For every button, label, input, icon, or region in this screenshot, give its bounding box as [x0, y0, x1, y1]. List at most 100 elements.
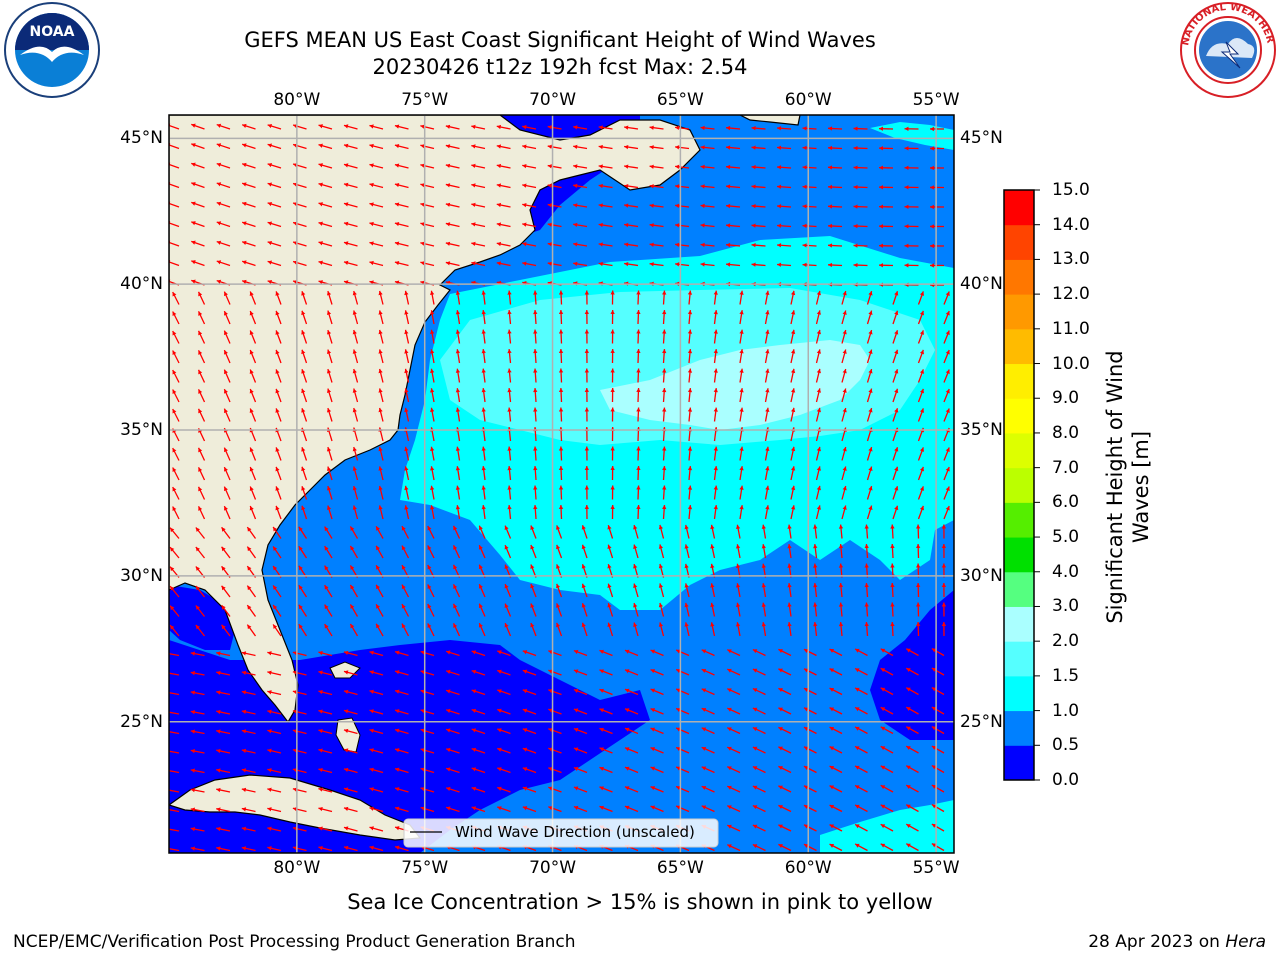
wave-arrowhead-532	[301, 447, 306, 452]
wave-arrowhead-289	[430, 290, 435, 296]
wave-arrowhead-1040	[599, 766, 604, 771]
wave-arrowhead-964	[241, 729, 247, 734]
wave-arrowhead-621	[198, 506, 203, 511]
wave-arrowhead-1108	[752, 805, 758, 810]
wave-arrowhead-430	[868, 369, 873, 374]
wave-arrowhead-1076	[727, 785, 732, 790]
wave-arrowhead-437	[249, 389, 254, 394]
wave-arrowhead-573	[558, 466, 564, 471]
wave-arrowhead-181	[828, 223, 833, 229]
wave-arrowhead-706	[787, 544, 792, 549]
wave-arrowhead-243	[828, 262, 833, 268]
wave-arrowhead-894	[829, 668, 835, 673]
wave-arrowhead-801	[838, 602, 844, 607]
wave-arrowhead-102	[394, 182, 400, 188]
wave-arrowhead-912	[497, 689, 502, 694]
wave-arrowhead-563	[301, 466, 306, 472]
wave-arrowhead-718	[298, 565, 303, 571]
colorbar-label-line2: Waves [m]	[1129, 430, 1153, 544]
wave-arrowhead-934	[267, 709, 272, 714]
wave-arrowhead-730	[607, 564, 612, 569]
wave-arrowhead-70	[369, 163, 374, 168]
wave-arrowhead-29	[904, 126, 909, 131]
wave-arrowhead-566	[378, 466, 383, 471]
wave-arrowhead-1177	[931, 843, 937, 848]
wave-arrowhead-550	[765, 446, 770, 452]
colorbar-tick-14: 12.0	[1052, 284, 1090, 305]
wave-arrowhead-372	[172, 350, 177, 356]
wave-arrowhead-732	[658, 563, 664, 569]
wave-arrowhead-378	[326, 349, 332, 355]
wave-arrowhead-723	[427, 564, 432, 570]
wave-arrowhead-1044	[701, 766, 707, 771]
wave-arrowhead-694	[478, 545, 483, 550]
wave-arrow-217	[169, 261, 180, 267]
wave-arrowhead-167	[471, 222, 476, 227]
wave-arrowhead-695	[504, 545, 509, 550]
wave-arrowhead-25	[802, 126, 807, 131]
wave-arrowhead-354	[507, 329, 512, 334]
wave-arrowhead-877	[395, 670, 400, 675]
wave-arrowhead-847	[420, 650, 425, 655]
wave-arrowhead-425	[739, 368, 744, 373]
wave-arrowhead-344	[249, 330, 254, 335]
wave-arrowhead-398	[842, 349, 847, 354]
wave-arrowhead-1007	[548, 747, 553, 752]
wave-arrowhead-252	[267, 279, 273, 285]
wave-arrowhead-1109	[778, 805, 783, 810]
wave-arrowhead-657	[324, 526, 329, 532]
wave-arrowhead-237	[675, 262, 680, 267]
wave-arrowhead-57	[828, 145, 833, 151]
wave-arrowhead-1087	[216, 807, 221, 812]
wave-arrowhead-50	[649, 145, 654, 150]
wave-arrowhead-806	[170, 625, 175, 630]
wave-arrowhead-600	[455, 485, 461, 490]
wave-arrowhead-490	[816, 407, 821, 413]
wave-arrowhead-893	[803, 668, 809, 673]
wave-arrowhead-884	[573, 669, 579, 674]
wave-arrowhead-674	[761, 524, 766, 529]
colorbar-bin-12	[1004, 328, 1034, 365]
wave-arrowhead-717	[273, 565, 278, 571]
wave-arrowhead-987	[829, 726, 835, 731]
wave-arrowhead-1110	[803, 805, 809, 809]
wave-arrowhead-742	[916, 563, 921, 568]
wave-arrowhead-1123	[343, 826, 349, 831]
wave-arrowhead-988	[855, 726, 860, 731]
wave-arrowhead-157	[216, 221, 222, 226]
wave-arrowhead-8	[369, 124, 374, 129]
wave-arrowhead-24	[777, 126, 782, 131]
wave-arrowhead-1067	[497, 786, 502, 791]
wave-arrowhead-849	[471, 650, 477, 655]
wave-arrowhead-571	[507, 466, 512, 471]
wave-arrowhead-1125	[395, 826, 400, 831]
wave-arrowhead-377	[301, 349, 306, 355]
wave-arrowhead-193	[343, 241, 349, 246]
wave-arrowhead-1031	[369, 767, 374, 772]
wave-arrowhead-598	[404, 485, 409, 491]
wave-arrowhead-822	[581, 622, 586, 628]
wave-arrowhead-808	[221, 624, 226, 630]
wave-arrowhead-394	[739, 349, 744, 354]
wave-arrowhead-52	[700, 145, 705, 150]
wave-arrowhead-736	[761, 563, 766, 568]
wave-arrowhead-1048	[803, 766, 809, 770]
wave-arrowhead-574	[584, 466, 590, 470]
wave-arrowhead-179	[777, 223, 782, 228]
wave-arrowhead-1114	[906, 804, 911, 809]
lat-label-left-1: 40°N	[120, 274, 163, 295]
wave-arrowhead-405	[223, 369, 228, 375]
wave-arrowhead-605	[584, 485, 590, 490]
wave-arrowhead-1151	[267, 846, 272, 851]
wave-arrowhead-547	[687, 446, 693, 451]
wave-arrowhead-492	[868, 408, 873, 413]
wave-arrowhead-764	[684, 583, 689, 588]
wave-arrowhead-907	[369, 689, 374, 694]
wave-arrowhead-860	[752, 649, 758, 654]
wave-arrowhead-76	[522, 164, 527, 169]
wave-arrowhead-590	[198, 486, 203, 492]
wave-arrowhead-552	[816, 446, 821, 452]
wave-arrowhead-697	[556, 544, 561, 550]
wave-arrowhead-175	[675, 223, 680, 228]
wave-arrowhead-111	[624, 183, 629, 189]
